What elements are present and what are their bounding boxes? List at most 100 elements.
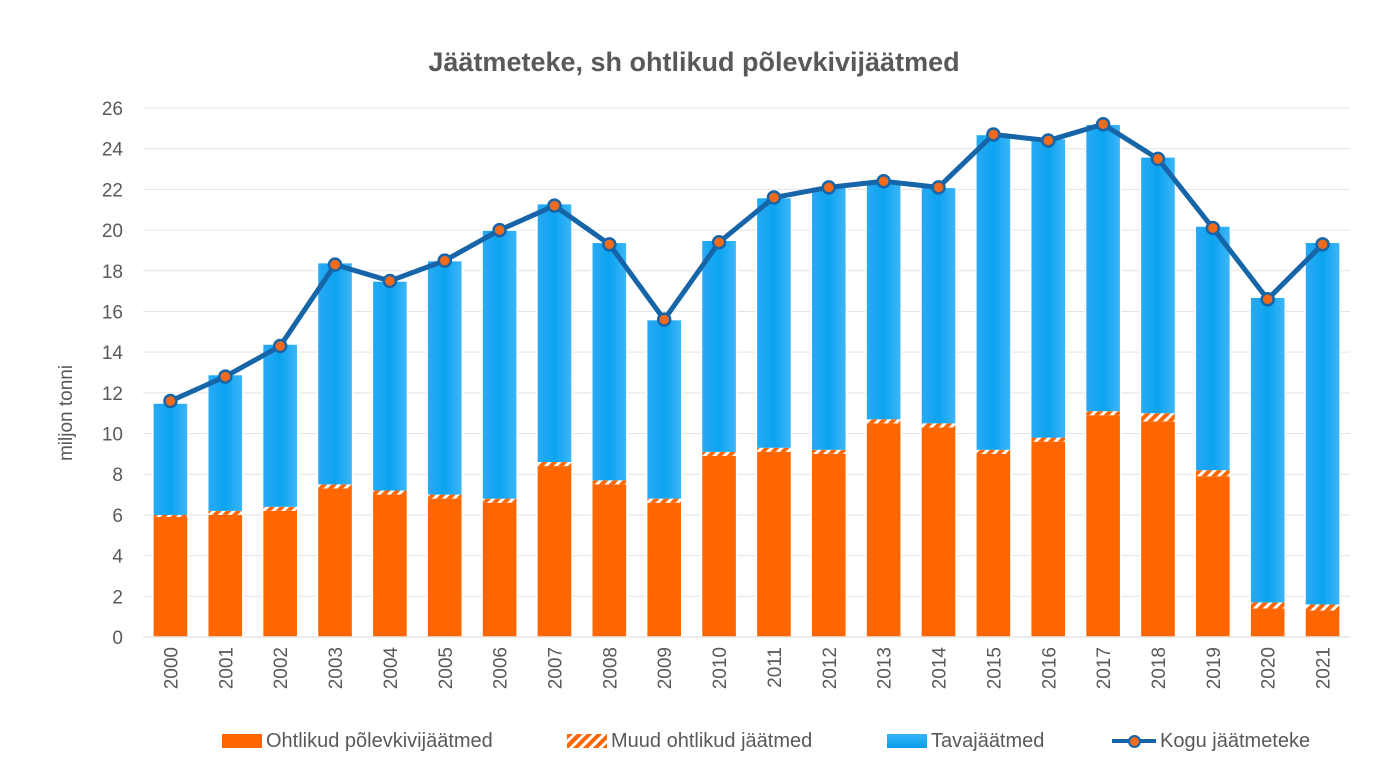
- y-tick-label: 20: [102, 221, 123, 242]
- total-point: [1095, 117, 1111, 132]
- bar-regular-waste: [591, 242, 627, 481]
- bar-regular-waste: [866, 181, 902, 420]
- legend-swatch-orange: [222, 734, 262, 748]
- legend-label: Ohtlikud põlevkivijäätmed: [266, 729, 493, 752]
- total-line-path: [169, 121, 1325, 404]
- bar-regular-waste: [756, 197, 792, 448]
- bar-other-hazardous: [262, 506, 298, 511]
- total-point: [766, 190, 782, 205]
- bar-other-hazardous: [920, 423, 957, 428]
- legend-label: Tavajäätmed: [931, 729, 1045, 752]
- bar-hazardous-oil-shale: [646, 502, 682, 637]
- bar-hazardous-oil-shale: [536, 466, 573, 637]
- bar-hazardous-oil-shale: [207, 514, 243, 637]
- bar-regular-waste: [975, 134, 1011, 450]
- bar-hazardous-oil-shale: [482, 502, 518, 637]
- bar-hazardous-oil-shale: [152, 516, 188, 637]
- total-point: [327, 257, 343, 272]
- bar-regular-waste: [1030, 138, 1066, 438]
- y-tick-label: 4: [112, 547, 123, 568]
- total-point: [492, 222, 507, 238]
- total-point: [602, 237, 617, 252]
- x-tick-label: 2008: [600, 647, 621, 689]
- bar-regular-waste: [1250, 297, 1286, 603]
- x-tick-label: 2006: [491, 647, 512, 689]
- bar-other-hazardous: [152, 514, 188, 517]
- bar-other-hazardous: [1030, 437, 1066, 442]
- bar-other-hazardous: [372, 490, 408, 495]
- x-tick-label: 2011: [765, 647, 786, 688]
- total-point: [711, 235, 727, 250]
- x-tick-label: 2020: [1259, 647, 1280, 689]
- total-point: [656, 312, 672, 327]
- bar-regular-waste: [152, 403, 188, 515]
- x-tick-label: 2021: [1314, 647, 1335, 689]
- total-point: [437, 253, 452, 268]
- bar-hazardous-oil-shale: [1250, 608, 1286, 637]
- total-point: [1205, 220, 1221, 236]
- bar-other-hazardous: [866, 419, 902, 424]
- x-tick-label: 2012: [820, 647, 841, 689]
- bar-other-hazardous: [427, 494, 463, 499]
- bar-regular-waste: [1195, 226, 1231, 471]
- y-tick-label: 6: [112, 506, 123, 527]
- bar-other-hazardous: [646, 498, 682, 503]
- x-tick-label: 2010: [710, 647, 731, 689]
- bar-regular-waste: [920, 187, 957, 424]
- bar-other-hazardous: [1305, 604, 1341, 611]
- bar-regular-waste: [811, 187, 847, 450]
- total-point: [547, 198, 562, 213]
- bar-other-hazardous: [1195, 470, 1231, 477]
- legend-line-marker-icon: [1112, 734, 1156, 748]
- legend: Ohtlikud põlevkivijäätmed Muud ohtlikud …: [0, 726, 1388, 756]
- total-point: [931, 180, 946, 195]
- y-axis-label: miljon tonni: [56, 365, 77, 461]
- bar-other-hazardous: [207, 510, 243, 515]
- bar-other-hazardous: [811, 449, 847, 454]
- total-point: [1315, 237, 1330, 252]
- y-tick-label: 12: [102, 384, 123, 405]
- bar-regular-waste: [1085, 124, 1121, 412]
- y-tick-label: 2: [112, 587, 123, 608]
- total-point: [218, 369, 233, 384]
- bar-regular-waste: [701, 240, 737, 452]
- bar-hazardous-oil-shale: [701, 455, 737, 637]
- x-tick-label: 2003: [326, 647, 347, 689]
- bar-regular-waste: [207, 374, 243, 511]
- chart-title: Jäätmeteke, sh ohtlikud põlevkivijäätmed: [428, 47, 960, 77]
- bar-other-hazardous: [482, 498, 518, 503]
- x-tick-label: 2015: [984, 647, 1005, 689]
- bar-regular-waste: [372, 280, 408, 491]
- bar-hazardous-oil-shale: [317, 488, 353, 637]
- y-tick-label: 22: [102, 180, 123, 201]
- x-tick-label: 2004: [381, 647, 402, 690]
- bar-hazardous-oil-shale: [756, 451, 792, 637]
- bar-other-hazardous: [701, 451, 737, 456]
- bar-hazardous-oil-shale: [1195, 476, 1231, 637]
- bar-hazardous-oil-shale: [1140, 421, 1176, 637]
- x-tick-label: 2005: [436, 647, 457, 689]
- y-tick-label: 0: [112, 628, 123, 649]
- bar-other-hazardous: [975, 449, 1011, 454]
- y-tick-label: 8: [112, 465, 123, 486]
- legend-swatch-blue: [887, 734, 927, 748]
- total-point: [382, 273, 398, 289]
- y-tick-label: 26: [102, 99, 123, 120]
- bar-regular-waste: [482, 230, 518, 499]
- y-tick-label: 18: [102, 262, 123, 283]
- x-tick-label: 2019: [1204, 647, 1225, 689]
- legend-item-other-hazardous: Muud ohtlikud jäätmed: [567, 726, 812, 756]
- bar-hazardous-oil-shale: [591, 484, 627, 637]
- bar-other-hazardous: [756, 447, 792, 452]
- bar-regular-waste: [646, 319, 682, 499]
- bar-other-hazardous: [591, 480, 627, 485]
- x-tick-label: 2002: [271, 647, 292, 689]
- x-tick-label: 2018: [1149, 647, 1170, 689]
- legend-item-total: Kogu jäätmeteke: [1112, 726, 1310, 756]
- x-tick-label: 2001: [216, 647, 237, 689]
- bar-regular-waste: [262, 344, 298, 507]
- legend-item-regular-waste: Tavajäätmed: [887, 726, 1044, 756]
- bar-hazardous-oil-shale: [1305, 610, 1341, 637]
- total-point: [986, 127, 1001, 142]
